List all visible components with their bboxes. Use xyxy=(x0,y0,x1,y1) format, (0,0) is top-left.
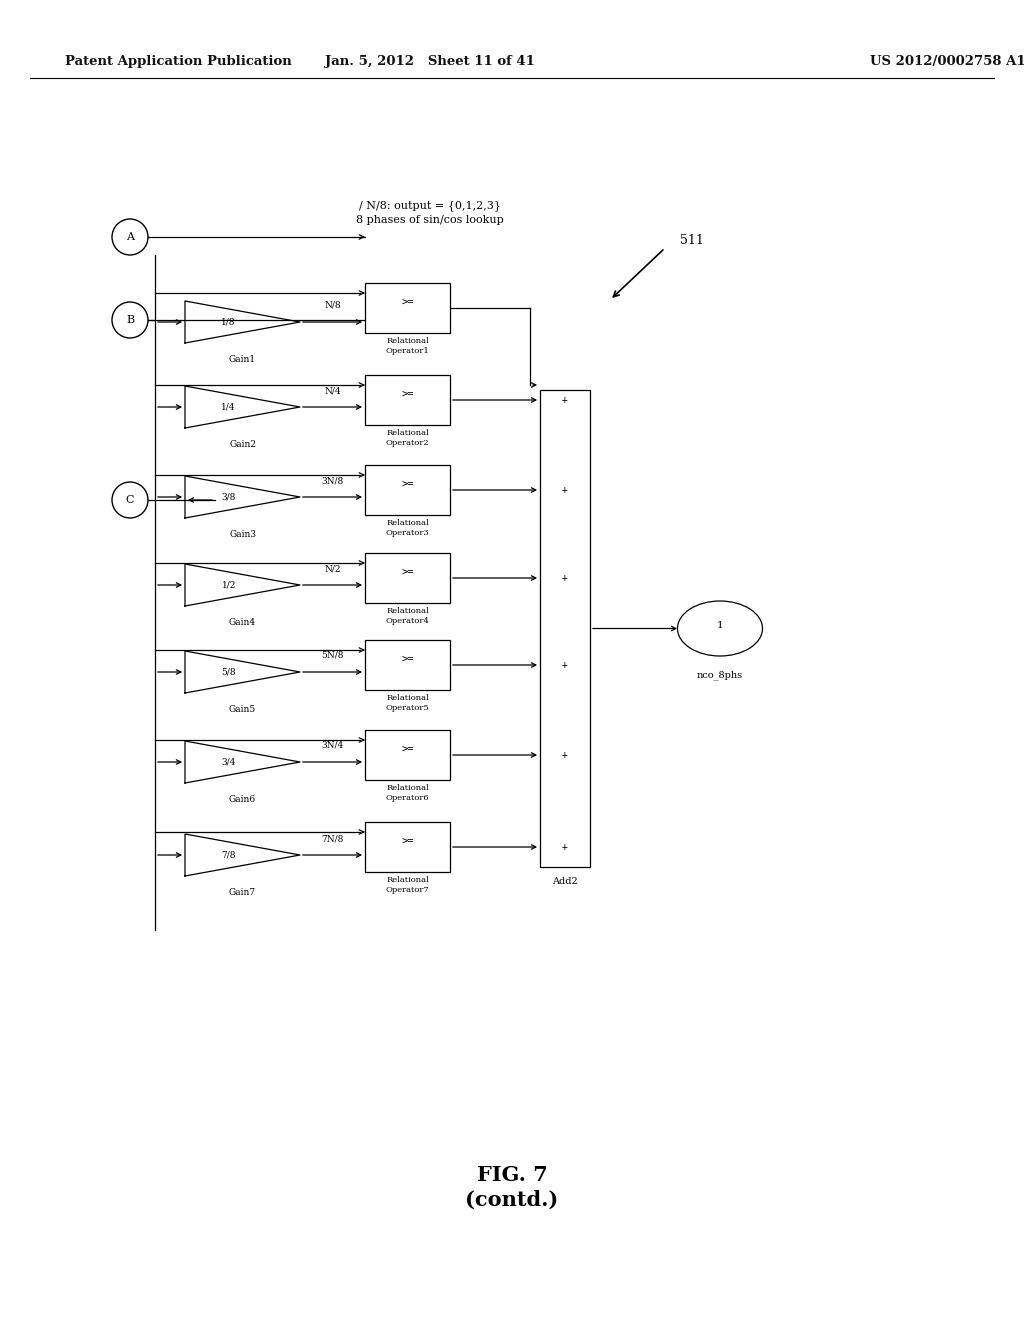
Text: Relational
Operator7: Relational Operator7 xyxy=(386,876,429,894)
Text: C: C xyxy=(126,495,134,506)
Text: 1/8: 1/8 xyxy=(221,318,236,326)
Text: +: + xyxy=(562,484,568,495)
Bar xyxy=(365,553,450,603)
Text: >=: >= xyxy=(401,837,414,847)
Text: >=: >= xyxy=(401,298,414,308)
Text: Relational
Operator1: Relational Operator1 xyxy=(386,337,429,355)
Text: 3/4: 3/4 xyxy=(221,758,236,767)
Text: +: + xyxy=(562,842,568,851)
Text: >=: >= xyxy=(401,655,414,665)
Bar xyxy=(365,730,450,780)
Text: 5N/8: 5N/8 xyxy=(322,651,344,660)
Text: 3N/8: 3N/8 xyxy=(322,477,344,484)
Text: Gain7: Gain7 xyxy=(229,888,256,898)
Bar xyxy=(365,465,450,515)
Text: Relational
Operator6: Relational Operator6 xyxy=(386,784,429,801)
Bar xyxy=(365,282,450,333)
Text: Gain6: Gain6 xyxy=(229,795,256,804)
Text: 5/8: 5/8 xyxy=(221,668,236,676)
Text: 1: 1 xyxy=(717,620,723,630)
Text: +: + xyxy=(562,395,568,405)
Text: 1/4: 1/4 xyxy=(221,403,236,412)
Bar xyxy=(365,640,450,690)
Text: nco_8phs: nco_8phs xyxy=(697,671,743,680)
Bar xyxy=(365,822,450,873)
Text: Patent Application Publication: Patent Application Publication xyxy=(65,55,292,69)
Text: US 2012/0002758 A1: US 2012/0002758 A1 xyxy=(870,55,1024,69)
Text: 511: 511 xyxy=(680,234,703,247)
Text: N/4: N/4 xyxy=(325,385,341,395)
Text: Relational
Operator4: Relational Operator4 xyxy=(386,607,429,624)
Text: A: A xyxy=(126,232,134,242)
Text: / N/8: output = {0,1,2,3}
8 phases of sin/cos lookup: / N/8: output = {0,1,2,3} 8 phases of si… xyxy=(356,201,504,224)
Text: 7/8: 7/8 xyxy=(221,850,236,859)
Text: +: + xyxy=(562,573,568,583)
Text: Relational
Operator3: Relational Operator3 xyxy=(386,519,429,537)
Text: 3/8: 3/8 xyxy=(221,492,236,502)
Text: Gain1: Gain1 xyxy=(229,355,256,364)
Text: FIG. 7
(contd.): FIG. 7 (contd.) xyxy=(465,1166,559,1210)
Text: 1/2: 1/2 xyxy=(221,581,236,590)
Text: Gain3: Gain3 xyxy=(229,531,256,539)
Text: Relational
Operator5: Relational Operator5 xyxy=(386,694,429,711)
Text: N/8: N/8 xyxy=(325,301,341,310)
Text: 7N/8: 7N/8 xyxy=(322,834,344,843)
Text: >=: >= xyxy=(401,744,414,755)
Bar xyxy=(540,389,590,867)
Text: N/2: N/2 xyxy=(325,564,341,573)
Text: Gain5: Gain5 xyxy=(229,705,256,714)
Text: Jan. 5, 2012   Sheet 11 of 41: Jan. 5, 2012 Sheet 11 of 41 xyxy=(325,55,535,69)
Text: Gain2: Gain2 xyxy=(229,440,256,449)
Text: +: + xyxy=(562,750,568,760)
Text: 3N/4: 3N/4 xyxy=(322,741,344,750)
Text: B: B xyxy=(126,315,134,325)
Text: Relational
Operator2: Relational Operator2 xyxy=(386,429,429,446)
Bar xyxy=(365,375,450,425)
Text: Add2: Add2 xyxy=(552,876,578,886)
Text: >=: >= xyxy=(401,568,414,578)
Text: >=: >= xyxy=(401,480,414,490)
Text: +: + xyxy=(562,660,568,671)
Text: >=: >= xyxy=(401,389,414,400)
Text: Gain4: Gain4 xyxy=(229,618,256,627)
